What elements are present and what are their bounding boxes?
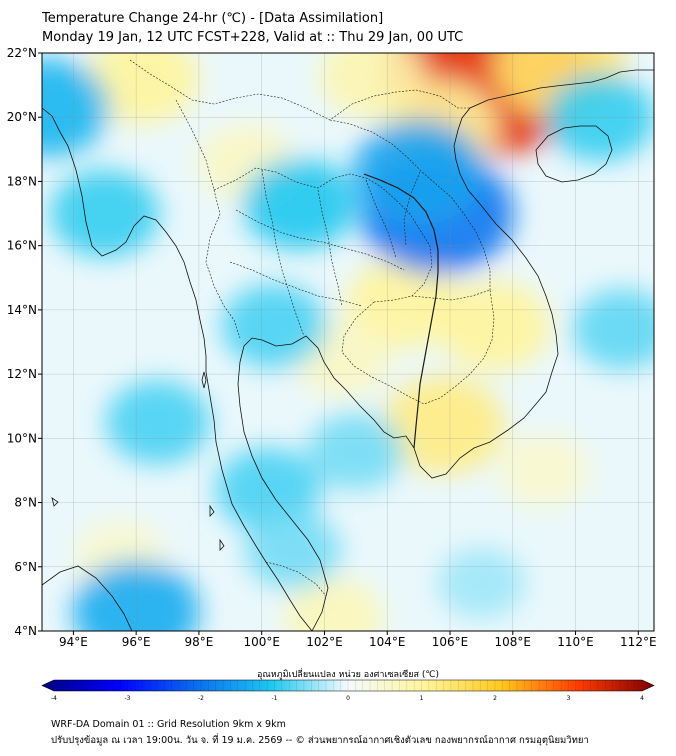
- anomaly-warm-cambodia-west: [346, 257, 460, 349]
- border-cambodia: [341, 289, 495, 405]
- lon-tick-label: 96°E: [122, 635, 151, 649]
- lat-tick-label: 8°N: [14, 496, 37, 510]
- lon-tick-label: 104°E: [369, 635, 406, 649]
- anomaly-cool-thai-north-east: [242, 158, 357, 250]
- border-thai-provinces-1: [235, 209, 405, 271]
- coastline-bay-of-bengal: [42, 107, 313, 631]
- coastline-sumatra: [42, 565, 133, 631]
- lat-tick-label: 4°N: [14, 624, 37, 638]
- anomaly-cool-upper-gulf: [221, 283, 327, 368]
- lat-tick-label: 16°N: [7, 239, 37, 253]
- temperature-field: [42, 53, 654, 631]
- anomaly-cool-myanmar-coast: [50, 169, 160, 258]
- border-thailand-laos: [213, 167, 433, 303]
- lon-tick-label: 108°E: [495, 635, 532, 649]
- colorbar: [41, 679, 655, 692]
- colorbar-tick-label: -4: [51, 695, 57, 702]
- lat-tick-label: 20°N: [7, 110, 37, 124]
- anomaly-warm-south-sea: [498, 433, 591, 508]
- colorbar-tick-label: 3: [567, 695, 571, 702]
- plot-frame: [41, 52, 655, 632]
- lat-tick-label: 14°N: [7, 303, 37, 317]
- lat-tick-label: 22°N: [7, 46, 37, 60]
- map-subtitle: Monday 19 Jan, 12 UTC FCST+228, Valid at…: [42, 30, 464, 45]
- colorbar-tick-label: 4: [640, 695, 644, 702]
- colorbar-ticks: -4 -3 -2 -1 0 1 2 3 4: [51, 680, 644, 702]
- anomaly-cool-andaman-sea: [105, 380, 211, 465]
- lat-tick-label: 6°N: [14, 560, 37, 574]
- anomaly-cool-gulf-south: [307, 412, 405, 490]
- map-title: Temperature Change 24-hr (℃) - [Data Ass…: [42, 11, 384, 26]
- border-thai-provinces-4: [317, 189, 343, 307]
- country-borders: [129, 59, 495, 597]
- lon-tick-label: 106°E: [432, 635, 469, 649]
- coastline-islands-south: [51, 497, 225, 551]
- lat-tick-label: 10°N: [7, 431, 37, 445]
- anomaly-cool-west-bengal: [42, 58, 110, 157]
- border-malaysia: [265, 561, 327, 597]
- border-myanmar-thailand: [175, 99, 241, 339]
- anomaly-warm-myanmar-north: [85, 53, 200, 125]
- colorbar-tick-label: 2: [493, 695, 497, 702]
- coastline-gulf-of-thailand: [237, 69, 654, 631]
- colorbar-tick-label: -2: [198, 695, 204, 702]
- footer-domain-info: WRF-DA Domain 01 :: Grid Resolution 9km …: [51, 719, 286, 730]
- anomaly-cool-malay: [244, 512, 342, 590]
- colorbar-label: อุณหภูมิเปลี่ยนแปลง หน่วย องศาเซลเซียส (…: [257, 667, 439, 680]
- lon-tick-label: 102°E: [306, 635, 343, 649]
- lon-tick-label: 110°E: [557, 635, 594, 649]
- border-china: [129, 59, 470, 121]
- colorbar-tick-label: -3: [125, 695, 131, 702]
- coastlines: [42, 69, 654, 631]
- anomaly-cool-hainan: [545, 73, 654, 161]
- colorbar-tick-label: 1: [420, 695, 424, 702]
- lon-tick-label: 100°E: [243, 635, 280, 649]
- anomaly-warm-cambodia-east: [437, 280, 551, 372]
- border-laos-provinces: [365, 171, 421, 259]
- anomaly-cool-southeast: [437, 547, 526, 618]
- anomaly-cool-thai-south: [215, 447, 321, 532]
- border-thai-provinces-2: [229, 261, 363, 307]
- border-laos-vietnam: [329, 119, 491, 290]
- lon-tick-label: 98°E: [184, 635, 213, 649]
- anomaly-warm-mekong-delta: [382, 376, 505, 475]
- footer-update-info: ปรับปรุงข้อมูล ณ เวลา 19:00น. วัน จ. ที่…: [51, 735, 589, 746]
- anomaly-warm-malay-south: [283, 577, 385, 631]
- colorbar-tick-label: -1: [272, 695, 278, 702]
- coastline-andaman-islands: [201, 371, 207, 389]
- lon-tick-label: 112°E: [620, 635, 657, 649]
- lat-tick-label: 12°N: [7, 367, 37, 381]
- longitude-axis: 94°E 96°E 98°E 100°E 102°E 104°E 106°E 108°E 110…: [59, 631, 657, 649]
- anomaly-cool-andaman-south: [72, 561, 200, 631]
- latitude-axis: 22°N 20°N 18°N 16°N 14°N 12°N 10°N 8°N 6°N 4°N: [7, 46, 42, 638]
- colorbar-tick-label: 0: [346, 695, 350, 702]
- anomaly-cool-laos-north: [353, 119, 485, 225]
- anomaly-cool-east-sea: [572, 288, 654, 370]
- border-thai-provinces-3: [261, 169, 305, 337]
- coastline-hainan: [535, 125, 613, 183]
- mekong-river: [363, 173, 439, 449]
- lon-tick-label: 94°E: [59, 635, 88, 649]
- lat-lon-grid: [42, 53, 654, 631]
- lat-tick-label: 18°N: [7, 174, 37, 188]
